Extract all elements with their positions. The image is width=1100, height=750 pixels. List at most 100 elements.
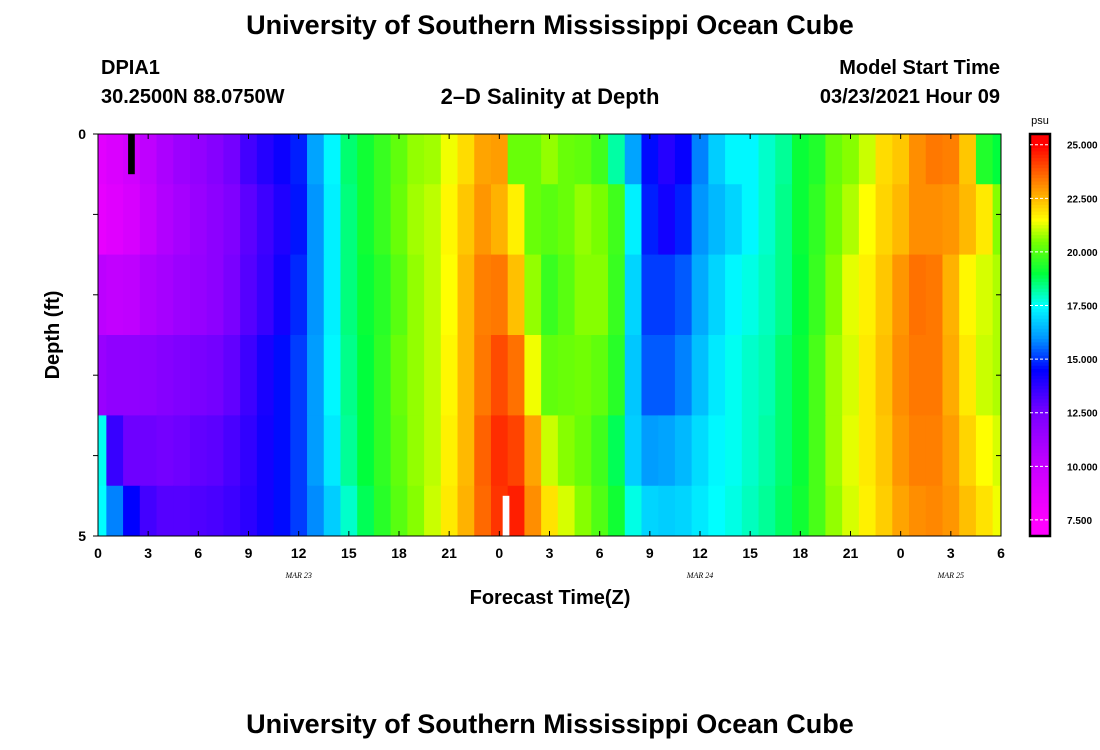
heatmap-cell (323, 184, 342, 256)
colorbar-band (1030, 425, 1050, 430)
colorbar-band (1030, 268, 1050, 272)
heatmap-cell (825, 254, 843, 336)
heatmap-cell (106, 415, 124, 487)
heatmap-cell (290, 254, 308, 336)
colorbar-band (1030, 314, 1050, 319)
heatmap-cell (574, 134, 592, 185)
heatmap-cell (775, 335, 793, 416)
colorbar-band (1030, 278, 1050, 282)
heatmap-cell (440, 254, 459, 336)
heatmap-cell (658, 485, 676, 536)
heatmap-cell (474, 335, 492, 416)
heatmap-cell (98, 485, 107, 536)
heatmap-cell (407, 254, 425, 336)
station-id: DPIA1 (101, 57, 160, 79)
heatmap-cell (775, 254, 793, 336)
colorbar-band (1030, 274, 1050, 279)
heatmap-cell (674, 134, 693, 185)
colorbar-band (1030, 241, 1050, 246)
colorbar-band (1030, 472, 1050, 477)
colorbar-band (1030, 492, 1050, 497)
heatmap-cell (307, 415, 325, 487)
heatmap-cell (858, 335, 877, 416)
heatmap-cell (725, 335, 743, 416)
colorbar-band (1030, 164, 1050, 169)
heatmap-cell (658, 335, 676, 416)
colorbar-band (1030, 150, 1050, 155)
colorbar-band (1030, 402, 1050, 406)
heatmap-cell (624, 184, 643, 256)
heatmap-cell (674, 254, 693, 336)
heatmap-cell (407, 184, 425, 256)
x-tick-label: 18 (391, 545, 407, 561)
colorbar-band (1030, 184, 1050, 189)
heatmap-cell (708, 254, 726, 336)
heatmap-cell (123, 254, 141, 336)
x-tick-label: 9 (245, 545, 253, 561)
heatmap-cell (758, 184, 776, 256)
heatmap-cell (541, 184, 559, 256)
heatmap-cell (156, 335, 174, 416)
colorbar-band (1030, 294, 1050, 299)
heatmap-cell (758, 254, 776, 336)
colorbar-band (1030, 408, 1050, 413)
colorbar: 7.500 10.000 12.500 15.000 17.500 20.000 22.50… (1028, 115, 1098, 538)
colorbar-band (1030, 348, 1050, 353)
heatmap-cell (574, 254, 592, 336)
heatmap-cell (223, 254, 241, 336)
colorbar-band (1030, 264, 1050, 269)
colorbar-band (1030, 499, 1050, 504)
heatmap-cell (323, 485, 342, 536)
colorbar-band (1030, 224, 1050, 229)
colorbar-band (1030, 529, 1050, 534)
heatmap-cell (390, 184, 408, 256)
colorbar-band (1030, 462, 1050, 467)
heatmap-cell (524, 485, 542, 536)
x-axis: 0 3 6 9 12 15 18 21 0 3 6 9 12 15 18 21 0 3 6 MAR 23 MAR 24 M… (94, 134, 1005, 580)
heatmap-cell (775, 485, 793, 536)
missing-data-marker (502, 495, 510, 536)
colorbar-band (1030, 448, 1050, 453)
heatmap-cell (775, 134, 793, 185)
colorbar-band (1030, 415, 1050, 420)
colorbar-band (1030, 140, 1050, 145)
page-title: University of Southern Mississippi Ocean… (246, 10, 854, 40)
heatmap-cell (474, 485, 492, 536)
colorbar-band (1030, 345, 1050, 349)
heatmap-cell (892, 184, 910, 256)
heatmap-cell (541, 485, 559, 536)
heatmap-cell (875, 184, 893, 256)
heatmap-cell (959, 134, 977, 185)
colorbar-band (1030, 388, 1050, 393)
heatmap-cell (206, 485, 225, 536)
colorbar-band (1030, 385, 1050, 390)
colorbar-band (1030, 522, 1050, 527)
date-label: MAR 23 (284, 571, 311, 580)
heatmap-cell (791, 254, 810, 336)
heatmap-cell (390, 415, 408, 487)
colorbar-band (1030, 351, 1050, 356)
heatmap-cell (98, 254, 107, 336)
x-tick-label: 0 (94, 545, 102, 561)
colorbar-frame (1028, 132, 1052, 538)
heatmap-cell (691, 184, 709, 256)
heatmap-cell (959, 415, 977, 487)
heatmap-cell (574, 485, 592, 536)
colorbar-band (1030, 532, 1050, 537)
heatmap-cell (825, 415, 843, 487)
heatmap-cell (206, 335, 225, 416)
heatmap-cell (474, 254, 492, 336)
colorbar-band (1030, 442, 1050, 447)
heatmap-cell (808, 134, 827, 185)
heatmap-cell (424, 335, 442, 416)
heatmap-cell (390, 485, 408, 536)
colorbar-band (1030, 358, 1050, 363)
y-axis-label: Depth (ft) (42, 291, 64, 380)
heatmap-cell (240, 335, 258, 416)
colorbar-band (1030, 271, 1050, 276)
heatmap-cell (591, 134, 609, 185)
heatmap-cell (457, 254, 475, 336)
x-tick-label: 3 (947, 545, 955, 561)
heatmap-cell (323, 134, 342, 185)
heatmap-cell (975, 335, 994, 416)
